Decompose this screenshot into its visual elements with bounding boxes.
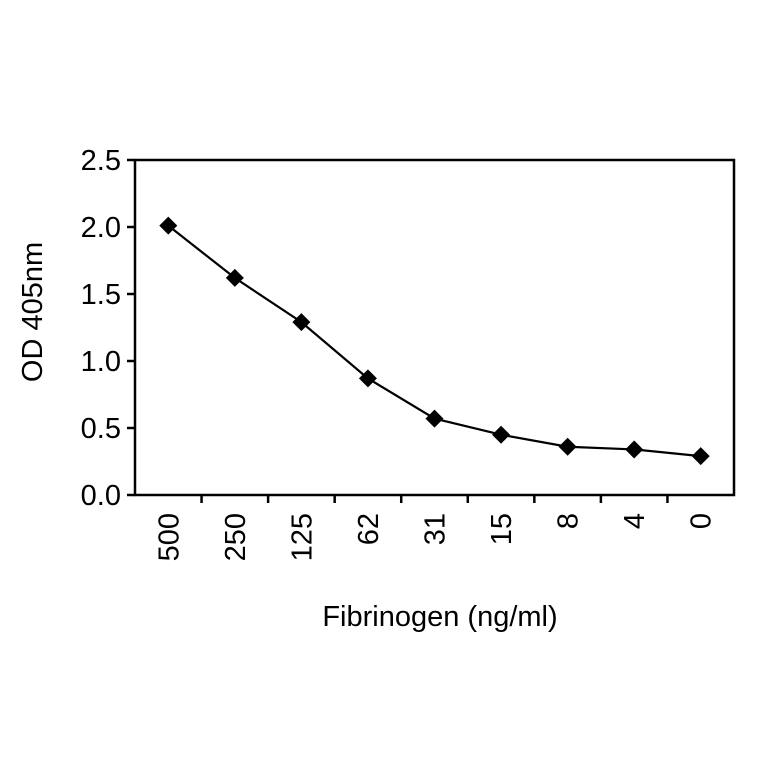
y-tick-label: 1.0: [81, 346, 121, 378]
x-tick-label: 0: [686, 513, 718, 529]
plot-frame: [133, 158, 736, 497]
x-tick-label: 500: [153, 513, 185, 561]
x-tick-label: 250: [220, 513, 252, 561]
x-tick-label: 31: [420, 513, 452, 545]
data-point-marker: [425, 409, 444, 428]
x-tick-label: 62: [353, 513, 385, 545]
data-point-marker: [691, 447, 710, 466]
x-tick-label: 125: [286, 513, 318, 561]
x-tick-label: 15: [486, 513, 518, 545]
x-tick-label: 8: [553, 513, 585, 529]
data-point-marker: [292, 313, 311, 332]
x-tick-label: 4: [619, 513, 651, 529]
y-tick-label: 1.5: [81, 279, 121, 311]
y-tick-label: 2.0: [81, 212, 121, 244]
data-point-marker: [358, 369, 377, 388]
x-axis: 500 250 125 62 31 15 8 4 0: [153, 495, 718, 561]
y-axis: 0.0 0.5 1.0 1.5 2.0 2.5: [81, 145, 135, 512]
data-point-marker: [159, 216, 178, 235]
data-point-marker: [225, 268, 244, 287]
data-point-marker: [625, 440, 644, 459]
data-point-marker: [492, 425, 511, 444]
y-tick-label: 2.5: [81, 145, 121, 177]
x-axis-title: Fibrinogen (ng/ml): [322, 601, 557, 633]
series-layer: [159, 216, 710, 466]
y-tick-label: 0.5: [81, 413, 121, 445]
y-axis-title: OD 405nm: [17, 242, 49, 382]
y-tick-label: 0.0: [81, 480, 121, 512]
data-point-marker: [558, 437, 577, 456]
